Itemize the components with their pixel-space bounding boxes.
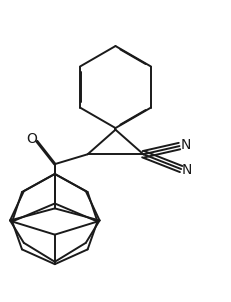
Text: N: N	[180, 138, 191, 153]
Text: N: N	[182, 163, 192, 177]
Text: O: O	[26, 132, 37, 146]
